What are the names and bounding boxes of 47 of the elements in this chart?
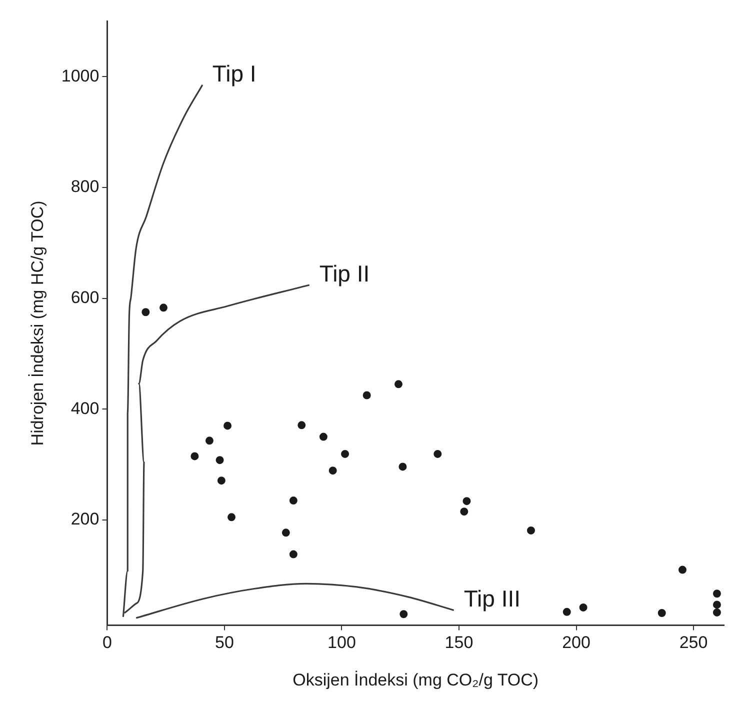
- series-label: Tip II: [319, 260, 370, 286]
- y-axis-title: Hidrojen İndeksi (mg HC/g TOC): [28, 200, 47, 446]
- point: [216, 456, 224, 464]
- point: [142, 308, 150, 316]
- point: [712, 600, 721, 609]
- series-label: Tip I: [212, 60, 256, 86]
- point: [460, 508, 468, 516]
- point: [462, 497, 471, 506]
- point: [319, 432, 328, 441]
- point: [190, 452, 199, 460]
- y-tick-label: 400: [70, 398, 100, 418]
- point: [562, 608, 571, 616]
- y-tick-label: 1000: [61, 66, 100, 86]
- point: [160, 304, 168, 312]
- point: [712, 590, 721, 598]
- x-tick-label: 150: [444, 633, 474, 652]
- point: [678, 566, 686, 574]
- point: [341, 450, 350, 458]
- point: [328, 466, 337, 475]
- y-tick-label: 200: [70, 510, 100, 529]
- x-tick-label: 200: [562, 633, 590, 652]
- point: [228, 513, 236, 522]
- x-axis-title: Oksijen İndeksi (mg CO₂/g TOC): [292, 670, 539, 690]
- point: [205, 436, 214, 445]
- point: [400, 610, 408, 618]
- x-tick-label: 0: [102, 633, 112, 652]
- x-tick-label: 50: [215, 633, 234, 652]
- point: [289, 496, 298, 505]
- point: [282, 528, 290, 537]
- point: [362, 391, 371, 400]
- point: [298, 421, 306, 430]
- point: [658, 609, 666, 618]
- x-tick-label: 100: [328, 633, 356, 652]
- point: [217, 476, 226, 485]
- x-tick-label: 250: [679, 633, 708, 652]
- point: [289, 550, 298, 558]
- series-label: Tip III: [464, 586, 521, 612]
- line-series: [135, 582, 455, 619]
- point: [434, 450, 442, 458]
- y-tick-label: 800: [70, 177, 100, 196]
- y-tick-label: 600: [70, 288, 100, 307]
- point: [712, 608, 721, 616]
- point: [394, 380, 402, 388]
- point: [224, 422, 232, 430]
- point: [579, 603, 588, 612]
- point: [398, 462, 407, 471]
- point: [526, 526, 535, 534]
